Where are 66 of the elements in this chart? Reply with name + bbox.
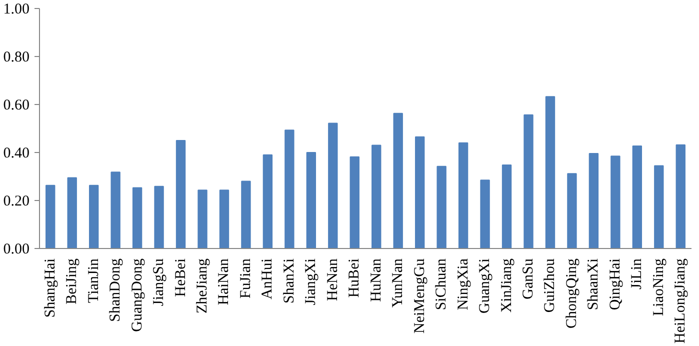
- y-tick-label: 0.40: [3, 146, 30, 162]
- bar: [567, 173, 577, 248]
- x-tick-label: ChongQing: [564, 258, 580, 329]
- x-tick-label: HeNan: [324, 258, 341, 301]
- bar: [524, 114, 534, 248]
- bar: [154, 186, 164, 248]
- x-tick-label: XinJiang: [498, 258, 515, 313]
- bar: [328, 122, 338, 248]
- x-tick-label: JiangXi: [303, 258, 320, 306]
- x-tick-label: ShaanXi: [586, 258, 602, 310]
- x-tick-label: AnHui: [260, 258, 276, 300]
- y-tick-label: 0.60: [3, 98, 30, 114]
- y-tick-label: 1.00: [3, 2, 30, 18]
- bar: [350, 156, 360, 248]
- y-tick-label: 0.20: [3, 194, 30, 210]
- bar: [436, 166, 446, 248]
- bar: [88, 184, 99, 248]
- x-tick-label: HeBei: [172, 258, 189, 297]
- x-tick-label: JiLin: [629, 258, 646, 290]
- bar: [610, 156, 620, 248]
- bar: [458, 142, 468, 248]
- x-tick-label: HaiNan: [216, 258, 232, 306]
- x-tick-label: GuangXi: [477, 258, 494, 314]
- x-tick-label: TianJin: [86, 258, 102, 303]
- x-tick-label: GanSu: [520, 258, 536, 300]
- bar: [588, 152, 599, 248]
- x-tick-label: NingXia: [455, 258, 472, 310]
- x-tick-label: ShanDong: [108, 258, 124, 322]
- bar: [306, 152, 316, 248]
- bar: [545, 96, 556, 248]
- bar: [67, 177, 77, 248]
- bar: [393, 112, 403, 248]
- bar: [241, 180, 251, 248]
- x-tick-label: YunNan: [390, 258, 406, 308]
- y-tick-label: 0.00: [3, 242, 30, 258]
- x-tick-label: GuangDong: [129, 258, 146, 332]
- x-tick-label: ShangHai: [42, 258, 58, 318]
- bar: [110, 172, 120, 248]
- x-tick-label: GuiZhou: [542, 258, 558, 313]
- x-tick-label: QingHai: [607, 258, 624, 310]
- x-tick-label: ShanXi: [281, 258, 298, 304]
- bar: [262, 154, 273, 248]
- bar: [502, 164, 512, 248]
- x-tick-label: FuJian: [238, 258, 254, 299]
- x-tick-label: SiChuan: [434, 258, 450, 310]
- x-tick-label: BeiJing: [64, 258, 80, 304]
- bar: [284, 130, 294, 248]
- bar: [654, 165, 664, 248]
- x-tick-label: HeiLongJiang: [672, 258, 689, 344]
- bar: [219, 190, 230, 248]
- x-tick-label: HuBei: [346, 258, 363, 298]
- bar: [46, 184, 56, 248]
- bar: [676, 144, 686, 248]
- bar: [480, 180, 490, 248]
- bar: [198, 190, 208, 248]
- x-tick-label: NeiMengGu: [412, 258, 428, 334]
- x-tick-label: HuNan: [368, 258, 384, 302]
- bar: [632, 146, 642, 248]
- bar: [132, 187, 142, 248]
- x-tick-label: ZheJiang: [194, 258, 210, 314]
- bar: [414, 136, 425, 248]
- y-tick-label: 0.80: [3, 50, 30, 66]
- x-tick-label: LiaoNing: [650, 258, 667, 316]
- bar: [372, 144, 382, 248]
- x-tick-label: JiangSu: [151, 258, 168, 306]
- bar: [176, 140, 186, 248]
